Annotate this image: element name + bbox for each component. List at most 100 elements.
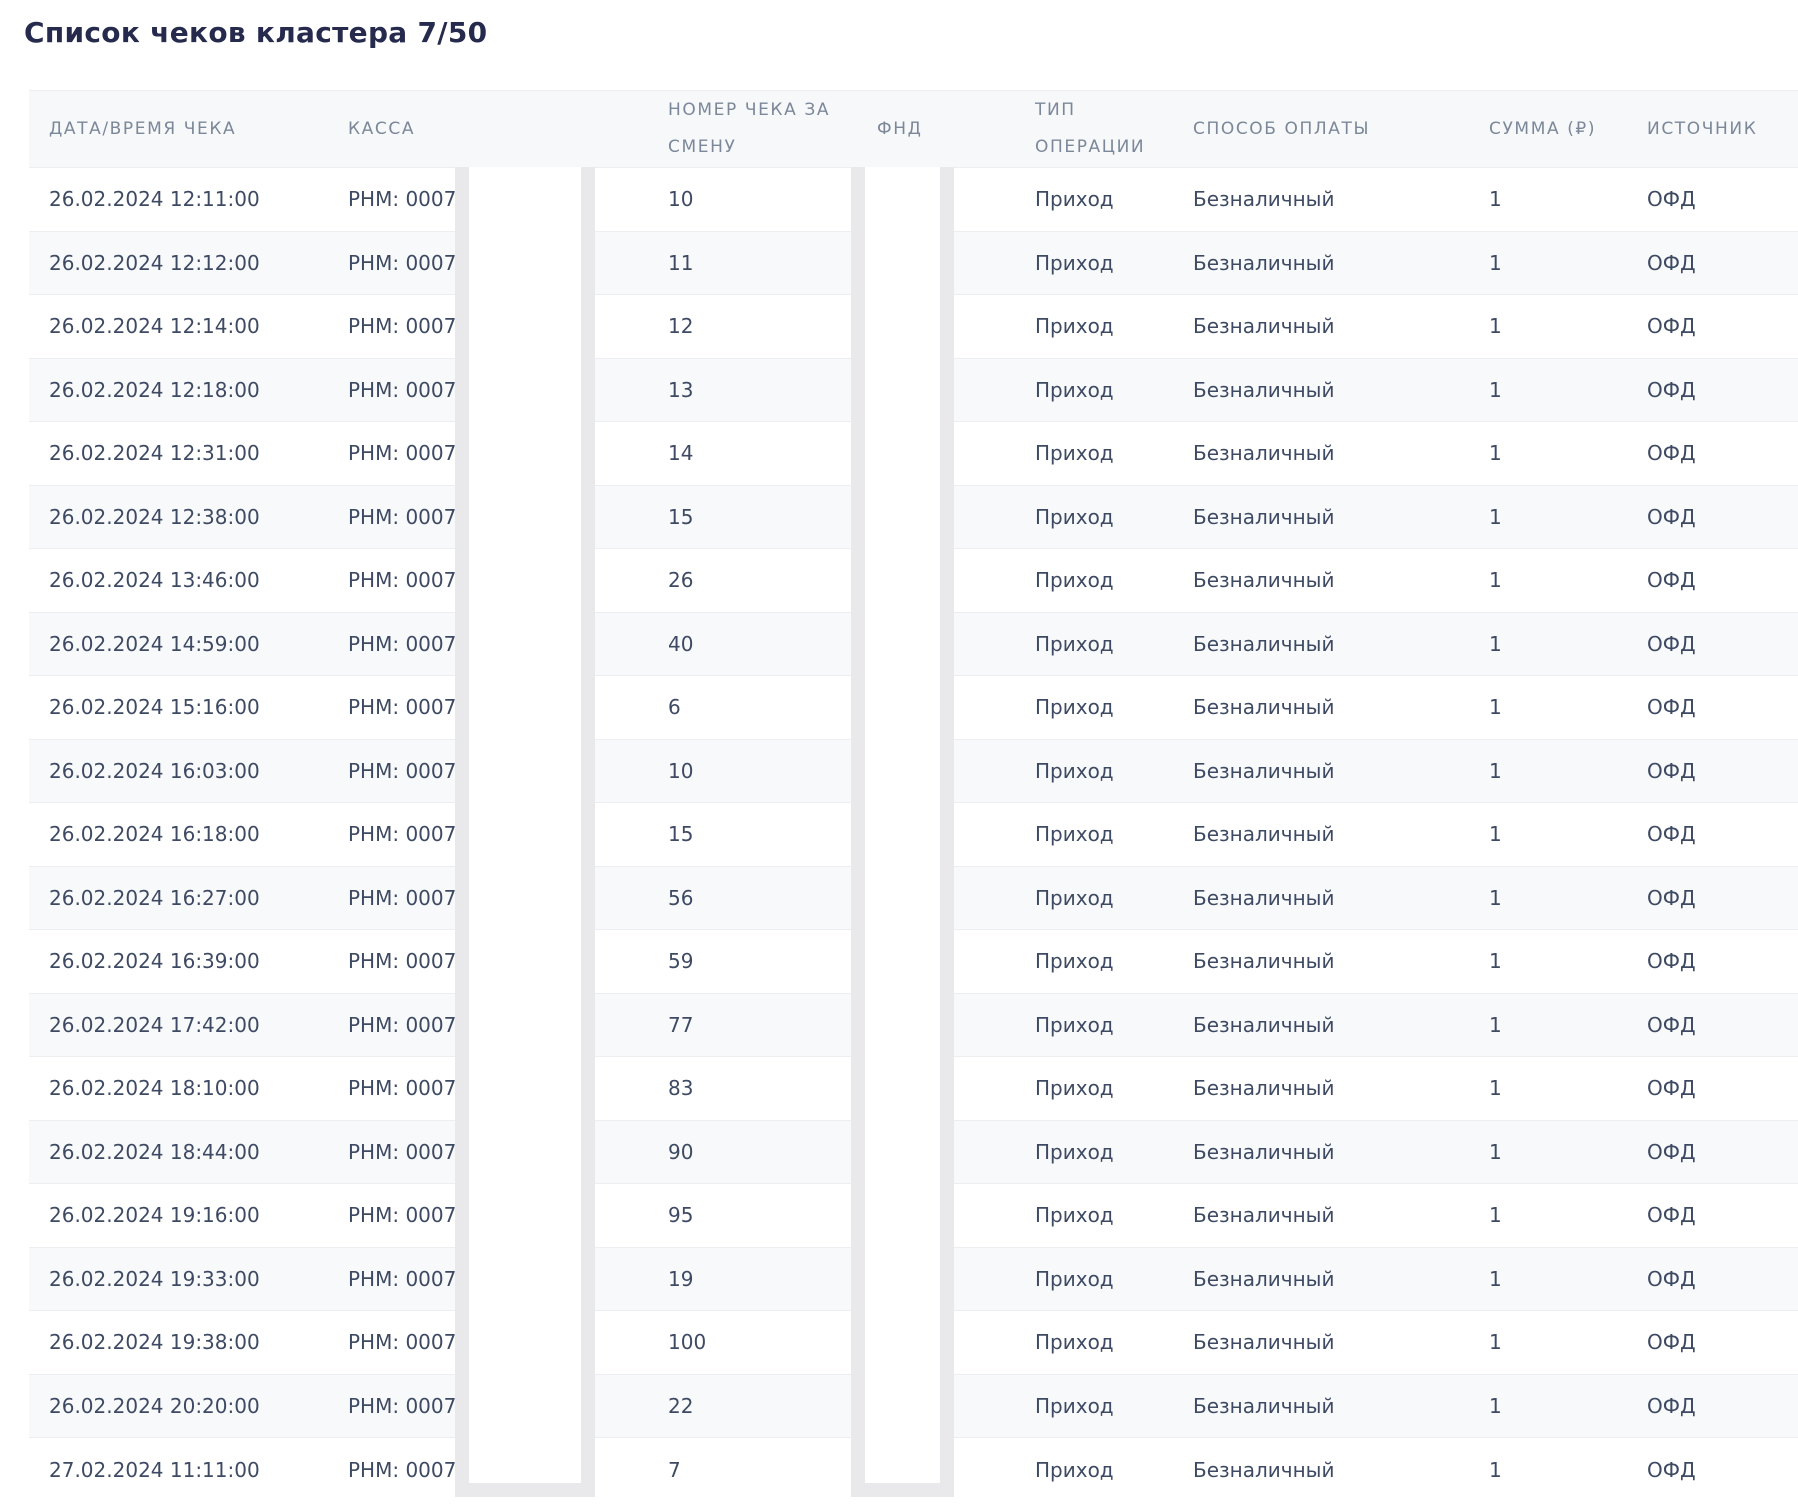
cell-operation-type: Приход xyxy=(1035,695,1114,720)
cell-sum: 1 xyxy=(1489,949,1502,974)
cell-check-number: 22 xyxy=(668,1393,694,1418)
cell-payment-method: Безналичный xyxy=(1193,1203,1335,1228)
cell-operation-type: Приход xyxy=(1035,314,1114,339)
cell-sum: 1 xyxy=(1489,1076,1502,1101)
cell-check-number: 40 xyxy=(668,631,694,656)
cell-sum: 1 xyxy=(1489,1203,1502,1228)
cell-kassa: РНМ: 0007 xyxy=(348,695,457,720)
column-header-payment-method[interactable]: СПОСОБ ОПЛАТЫ xyxy=(1193,118,1371,139)
cell-datetime: 26.02.2024 12:18:00 xyxy=(49,377,260,402)
cell-payment-method: Безналичный xyxy=(1193,1076,1335,1101)
cell-source: ОФД xyxy=(1647,885,1696,910)
table-row[interactable]: 26.02.2024 12:14:00 РНМ: 0007 12 Приход Безн… xyxy=(29,294,1798,358)
cell-datetime: 26.02.2024 18:10:00 xyxy=(49,1076,260,1101)
cell-operation-type: Приход xyxy=(1035,1139,1114,1164)
cell-datetime: 26.02.2024 12:11:00 xyxy=(49,187,260,212)
cell-payment-method: Безналичный xyxy=(1193,187,1335,212)
cell-datetime: 26.02.2024 12:12:00 xyxy=(49,250,260,275)
cell-operation-type: Приход xyxy=(1035,1457,1114,1482)
cell-sum: 1 xyxy=(1489,187,1502,212)
cell-payment-method: Безналичный xyxy=(1193,885,1335,910)
cell-datetime: 26.02.2024 17:42:00 xyxy=(49,1012,260,1037)
cell-source: ОФД xyxy=(1647,695,1696,720)
cell-payment-method: Безналичный xyxy=(1193,695,1335,720)
cell-check-number: 19 xyxy=(668,1266,694,1291)
cell-payment-method: Безналичный xyxy=(1193,568,1335,593)
cell-check-number: 15 xyxy=(668,504,694,529)
cell-datetime: 26.02.2024 16:39:00 xyxy=(49,949,260,974)
cell-sum: 1 xyxy=(1489,631,1502,656)
column-header-kassa[interactable]: КАССА xyxy=(348,118,416,139)
cell-check-number: 77 xyxy=(668,1012,694,1037)
column-header-check-number[interactable]: НОМЕР ЧЕКА ЗА СМЕНУ xyxy=(668,100,831,157)
cell-kassa: РНМ: 0007 xyxy=(348,631,457,656)
cell-check-number: 7 xyxy=(668,1457,681,1482)
cell-sum: 1 xyxy=(1489,822,1502,847)
cell-datetime: 26.02.2024 20:20:00 xyxy=(49,1393,260,1418)
cell-kassa: РНМ: 0007 xyxy=(348,1393,457,1418)
cell-source: ОФД xyxy=(1647,1139,1696,1164)
cell-sum: 1 xyxy=(1489,1330,1502,1355)
column-header-datetime[interactable]: ДАТА/ВРЕМЯ ЧЕКА xyxy=(49,118,237,139)
cell-kassa: РНМ: 0007 xyxy=(348,377,457,402)
cell-sum: 1 xyxy=(1489,1393,1502,1418)
cell-source: ОФД xyxy=(1647,250,1696,275)
cell-datetime: 26.02.2024 13:46:00 xyxy=(49,568,260,593)
cell-datetime: 26.02.2024 14:59:00 xyxy=(49,631,260,656)
cell-operation-type: Приход xyxy=(1035,758,1114,783)
cell-operation-type: Приход xyxy=(1035,187,1114,212)
cell-datetime: 26.02.2024 12:14:00 xyxy=(49,314,260,339)
cell-check-number: 95 xyxy=(668,1203,694,1228)
cell-payment-method: Безналичный xyxy=(1193,758,1335,783)
cell-sum: 1 xyxy=(1489,758,1502,783)
column-header-sum[interactable]: СУММА (₽) xyxy=(1489,118,1597,139)
cell-kassa: РНМ: 0007 xyxy=(348,1203,457,1228)
cell-source: ОФД xyxy=(1647,441,1696,466)
cell-operation-type: Приход xyxy=(1035,1330,1114,1355)
cell-payment-method: Безналичный xyxy=(1193,441,1335,466)
cell-datetime: 26.02.2024 19:16:00 xyxy=(49,1203,260,1228)
cell-sum: 1 xyxy=(1489,1139,1502,1164)
cell-check-number: 59 xyxy=(668,949,694,974)
cell-check-number: 90 xyxy=(668,1139,694,1164)
cell-payment-method: Безналичный xyxy=(1193,1139,1335,1164)
column-header-operation-type[interactable]: ТИП ОПЕРАЦИИ xyxy=(1035,100,1146,157)
cell-source: ОФД xyxy=(1647,314,1696,339)
cell-check-number: 83 xyxy=(668,1076,694,1101)
cell-check-number: 6 xyxy=(668,695,681,720)
cell-datetime: 26.02.2024 15:16:00 xyxy=(49,695,260,720)
cell-check-number: 12 xyxy=(668,314,694,339)
cell-operation-type: Приход xyxy=(1035,568,1114,593)
cell-check-number: 14 xyxy=(668,441,694,466)
cell-operation-type: Приход xyxy=(1035,1012,1114,1037)
cell-kassa: РНМ: 0007 xyxy=(348,441,457,466)
cell-source: ОФД xyxy=(1647,1076,1696,1101)
cell-operation-type: Приход xyxy=(1035,1203,1114,1228)
cell-payment-method: Безналичный xyxy=(1193,377,1335,402)
cell-operation-type: Приход xyxy=(1035,504,1114,529)
cell-source: ОФД xyxy=(1647,1457,1696,1482)
cell-source: ОФД xyxy=(1647,1266,1696,1291)
cell-operation-type: Приход xyxy=(1035,1266,1114,1291)
cell-source: ОФД xyxy=(1647,822,1696,847)
cell-datetime: 26.02.2024 16:27:00 xyxy=(49,885,260,910)
cell-kassa: РНМ: 0007 xyxy=(348,1076,457,1101)
page-title: Список чеков кластера 7/50 xyxy=(24,16,488,49)
cell-payment-method: Безналичный xyxy=(1193,1393,1335,1418)
cell-source: ОФД xyxy=(1647,568,1696,593)
cell-source: ОФД xyxy=(1647,1330,1696,1355)
cell-operation-type: Приход xyxy=(1035,441,1114,466)
cell-payment-method: Безналичный xyxy=(1193,949,1335,974)
cell-kassa: РНМ: 0007 xyxy=(348,504,457,529)
cell-sum: 1 xyxy=(1489,314,1502,339)
cell-datetime: 26.02.2024 19:38:00 xyxy=(49,1330,260,1355)
cell-source: ОФД xyxy=(1647,187,1696,212)
cell-datetime: 27.02.2024 11:11:00 xyxy=(49,1457,260,1482)
cell-sum: 1 xyxy=(1489,1012,1502,1037)
cell-datetime: 26.02.2024 18:44:00 xyxy=(49,1139,260,1164)
column-header-fnd[interactable]: ФНД xyxy=(877,118,923,139)
column-header-source[interactable]: ИСТОЧНИК xyxy=(1647,118,1758,139)
cell-check-number: 56 xyxy=(668,885,694,910)
cell-source: ОФД xyxy=(1647,504,1696,529)
cell-kassa: РНМ: 0007 xyxy=(348,187,457,212)
